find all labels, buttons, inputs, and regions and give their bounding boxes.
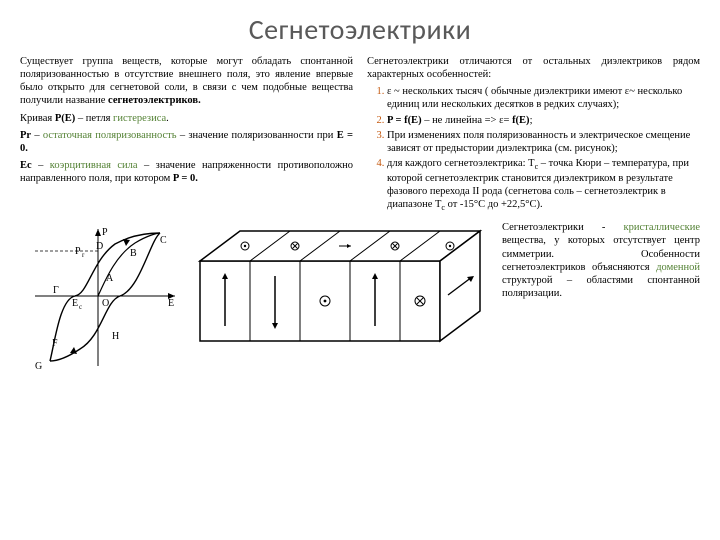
svg-text:c: c [79,303,82,311]
li3: При изменениях поля поляризованность и э… [387,129,700,155]
left-p1: Существует группа веществ, которые могут… [20,55,353,108]
svg-text:D: D [96,241,103,252]
lp2d: гистерезиса [113,113,166,124]
lp4-ec: Ec [20,160,32,171]
left-p3: Pr – остаточная поляризованность – значе… [20,129,353,155]
right-column: Сегнетоэлектрики отличаются от остальных… [367,55,700,215]
lp2a: Кривая [20,113,55,124]
lp4b: коэрцитивная сила [50,160,138,171]
bottom-row: P Pr Ec E O A B C D Г F G H [20,221,700,371]
left-p2: Кривая P(E) – петля гистерезиса. [20,112,353,125]
lp4d: P = 0. [173,173,198,184]
li4c: точка Кюри [549,158,602,169]
bt4: доменной [656,262,700,273]
lp2c: – петля [75,113,113,124]
svg-text:E: E [72,298,78,309]
lp2b: P(E) [55,113,75,124]
li2d: ; [530,115,533,126]
lp3c: – значение поляризованности при [177,130,337,141]
li4: для каждого сегнетоэлектрика: Tc – точка… [387,157,700,213]
bt1: Сегнетоэлектрики - [502,222,624,233]
li4e: от -15°C до +22,5°C). [445,199,543,210]
svg-text:Г: Г [53,285,59,296]
li3t: При изменениях поля поляризованность и э… [387,130,690,154]
svg-text:O: O [102,298,109,309]
svg-text:G: G [35,361,42,371]
li2c: f(E) [512,115,530,126]
axis-p-label: P [102,227,108,238]
lp3-pr: Pr [20,130,31,141]
svg-text:H: H [112,331,119,342]
lp3b: остаточная поляризованность [43,130,177,141]
svg-text:C: C [160,235,167,246]
svg-text:F: F [52,338,58,349]
svg-text:E: E [168,298,174,309]
feature-list: ε ~ нескольких тысяч ( обычные диэлектри… [367,85,700,213]
left-column: Существует группа веществ, которые могут… [20,55,353,215]
bt2: кристаллические [624,222,700,233]
li2: P = f(E) – не линейна => ε= f(E); [387,114,700,127]
li2a: P = f(E) [387,115,422,126]
svg-text:A: A [106,273,114,284]
li1: ε ~ нескольких тысяч ( обычные диэлектри… [387,85,700,111]
two-columns: Существует группа веществ, которые могут… [20,55,700,215]
domain-diagram [190,221,490,351]
hysteresis-graph: P Pr Ec E O A B C D Г F G H [20,221,178,371]
right-intro: Сегнетоэлектрики отличаются от остальных… [367,55,700,81]
left-p4: Ec – коэрцитивная сила – значение напряж… [20,159,353,185]
lp4a: – [32,160,50,171]
lp2e: . [166,113,169,124]
li4a: для каждого сегнетоэлектрика: T [387,158,535,169]
bottom-text: Сегнетоэлектрики - кристаллические вещес… [502,221,700,300]
lp3a: – [31,130,43,141]
svg-text:B: B [130,248,137,259]
li1t: ε ~ нескольких тысяч ( обычные диэлектри… [387,86,682,110]
svg-text:P: P [75,246,81,257]
li4b: – [538,158,549,169]
li2b: – не линейна => ε= [422,115,513,126]
page-title: Сегнетоэлектрики [20,12,700,47]
lp1-bold: сегнетоэлектриков. [108,95,201,106]
bt5: структурой – областями спонтанной поляри… [502,275,700,299]
svg-text:r: r [82,251,85,259]
